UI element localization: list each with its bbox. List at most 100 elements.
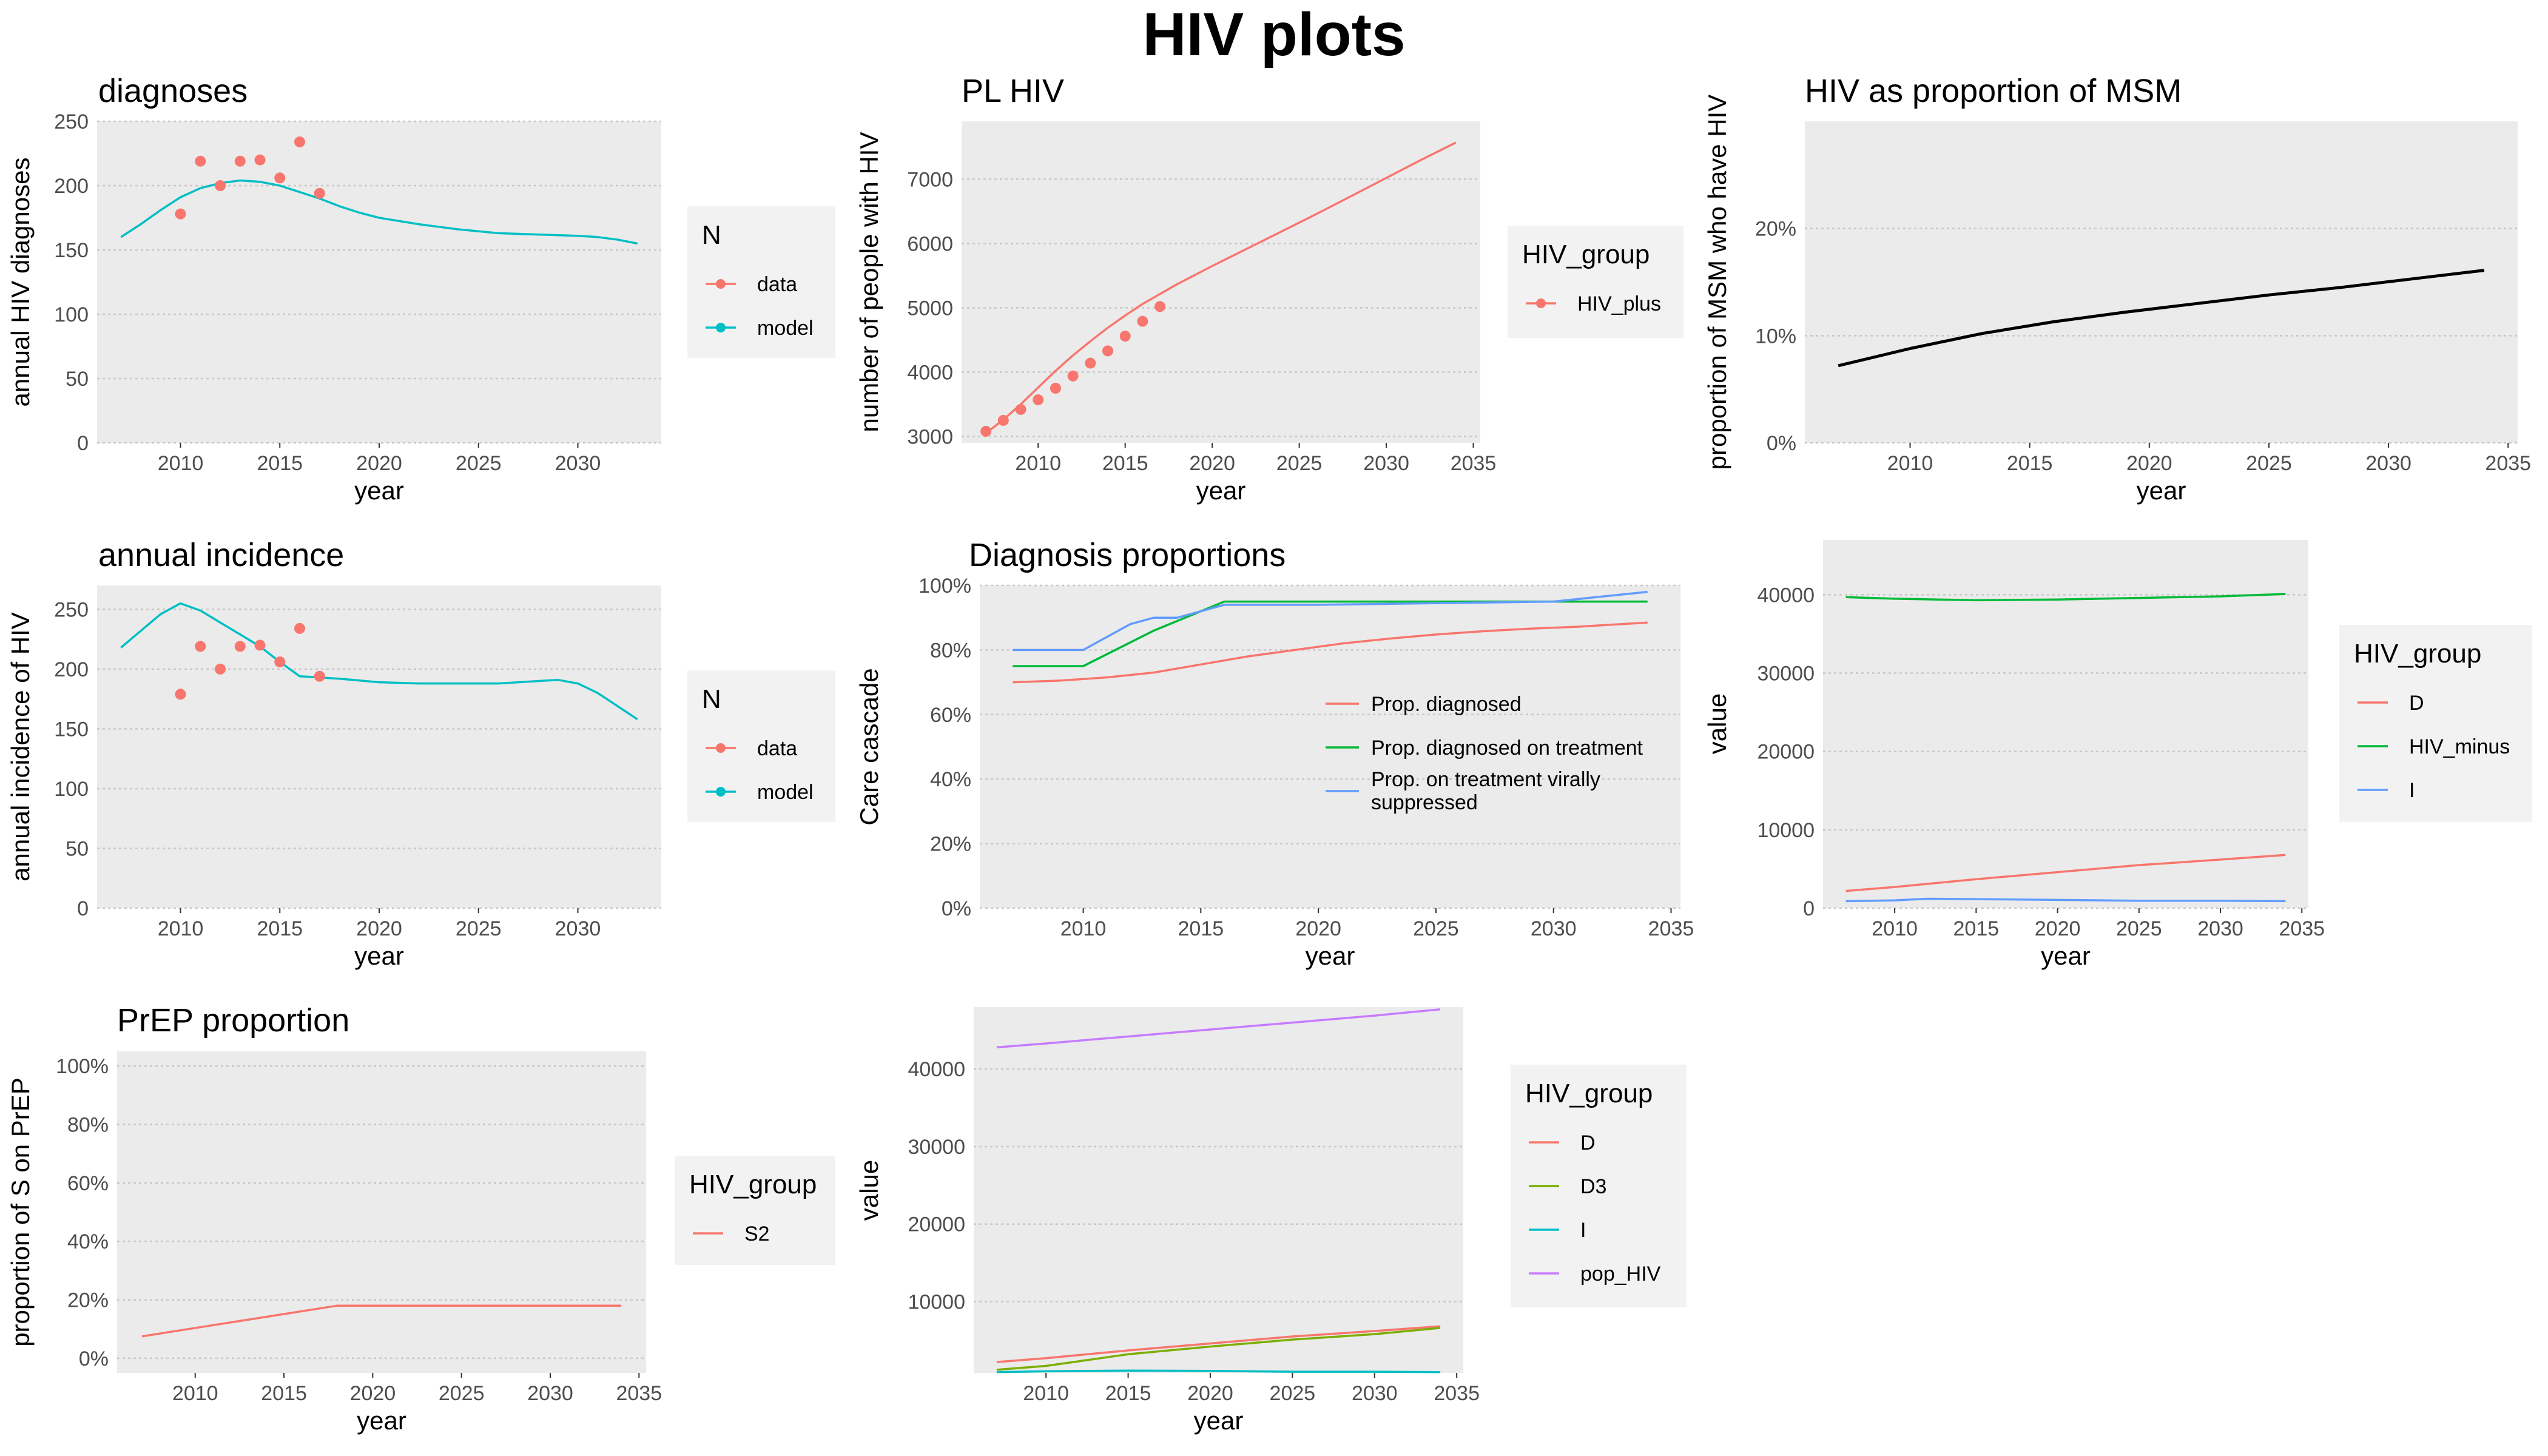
y-tick-label: 30000: [1757, 662, 1815, 686]
x-tick-label: 2010: [158, 452, 204, 475]
data-point: [175, 689, 186, 700]
data-point: [1067, 370, 1079, 382]
y-tick-label: 250: [54, 110, 89, 133]
data-point: [254, 154, 266, 166]
x-tick-label: 2010: [1023, 1382, 1069, 1405]
chart-title: PL HIV: [962, 73, 1064, 109]
y-tick-label: 40000: [908, 1058, 965, 1081]
y-tick-label: 0%: [942, 897, 971, 920]
y-tick-label: 20%: [1755, 218, 1796, 241]
chart-pl_hiv: 3000 4000 5000 6000 7000 2010 2015 2020 2025 2030…: [855, 73, 1684, 505]
y-tick-label: 60%: [930, 704, 971, 727]
y-tick-label: 10%: [1755, 325, 1796, 348]
plot-panel: [97, 585, 661, 908]
data-point: [195, 155, 206, 167]
x-tick-label: 2015: [257, 917, 303, 940]
x-tick-label: 2020: [1295, 917, 1341, 940]
plot-panel: [1805, 121, 2518, 443]
legend: HIV_group S2: [675, 1156, 835, 1265]
legend-label: model: [757, 781, 814, 804]
legend-key-point: [1536, 298, 1546, 308]
x-tick-label: 2025: [456, 452, 502, 475]
series-line: [1013, 590, 1648, 652]
y-tick-label: 100%: [56, 1055, 109, 1078]
series-line: [1013, 621, 1648, 684]
x-tick-label: 2030: [2365, 452, 2412, 475]
y-tick-label: 20%: [930, 833, 971, 856]
data-point: [175, 208, 186, 220]
chart-groups_d_hivminus_i: 0 10000 20000 30000 40000 2010 2015 2020 2025 203…: [1703, 540, 2532, 970]
data-point: [980, 425, 992, 437]
x-tick-label: 2025: [2246, 452, 2292, 475]
legend: HIV_group D HIV_minus I: [2339, 625, 2532, 822]
plot-panel: [117, 1051, 646, 1373]
x-tick-label: 2010: [1872, 917, 1918, 940]
x-tick-label: 2015: [261, 1382, 307, 1405]
y-axis-title: proportion of MSM who have HIV: [1703, 95, 1731, 470]
legend-label: pop_HIV: [1580, 1262, 1661, 1286]
y-tick-label: 4000: [907, 361, 953, 384]
data-point: [254, 639, 266, 651]
y-tick-label: 80%: [930, 639, 971, 662]
chart-title: PrEP proportion: [117, 1002, 349, 1039]
legend-box: [687, 206, 835, 358]
chart-annual_incidence: 0 50 100 150 200 250 2010 2015 2020 2025 2030 year a…: [6, 537, 835, 970]
legend-key-point: [716, 743, 726, 753]
x-tick-label: 2030: [2197, 917, 2243, 940]
x-axis-title: year: [2041, 942, 2091, 970]
x-tick-label: 2015: [1105, 1382, 1151, 1405]
series-line: [1838, 269, 2485, 368]
x-tick-label: 2010: [1887, 452, 1933, 475]
page-title: HIV plots: [1142, 1, 1406, 69]
y-tick-label: 150: [54, 718, 89, 741]
x-tick-label: 2035: [616, 1382, 662, 1405]
y-tick-label: 30000: [908, 1136, 965, 1159]
data-point: [314, 670, 325, 682]
data-point: [274, 172, 286, 184]
legend-label: D3: [1580, 1175, 1606, 1198]
legend-box: [687, 670, 835, 822]
data-point: [1033, 394, 1044, 405]
data-point: [1050, 382, 1061, 394]
data-point: [215, 180, 226, 191]
x-tick-label: 2025: [439, 1382, 485, 1405]
legend-label: D: [2409, 692, 2424, 715]
legend-title: HIV_group: [1525, 1079, 1653, 1108]
y-tick-label: 100%: [918, 575, 971, 598]
x-tick-label: 2020: [2035, 917, 2081, 940]
x-tick-label: 2030: [1352, 1382, 1398, 1405]
legend-label: I: [1580, 1219, 1586, 1242]
y-tick-label: 0%: [79, 1347, 109, 1370]
x-tick-label: 2015: [1102, 452, 1148, 475]
x-axis-title: year: [1196, 476, 1246, 505]
data-point: [274, 656, 286, 668]
chart-diagnosis_proportions: 0% 20% 40% 60% 80% 100% 2010 2015 2020 2025 2030 20…: [855, 537, 1694, 970]
legend-box: [675, 1156, 835, 1265]
legend-label: I: [2409, 779, 2415, 802]
plot-panel: [97, 121, 661, 443]
y-tick-label: 60%: [67, 1172, 109, 1195]
y-tick-label: 40%: [930, 768, 971, 791]
y-tick-label: 20%: [67, 1289, 109, 1312]
y-tick-label: 250: [54, 598, 89, 621]
data-point: [997, 414, 1009, 426]
x-axis-title: year: [1194, 1406, 1244, 1435]
x-tick-label: 2030: [527, 1382, 573, 1405]
x-tick-label: 2030: [1363, 452, 1409, 475]
x-tick-label: 2035: [1434, 1382, 1480, 1405]
x-tick-label: 2035: [1451, 452, 1497, 475]
data-point: [1119, 331, 1131, 342]
x-tick-label: 2020: [1187, 1382, 1233, 1405]
x-tick-label: 2020: [356, 452, 402, 475]
x-axis-title: year: [354, 476, 404, 505]
series-line: [985, 141, 1457, 434]
data-point: [1154, 301, 1166, 312]
y-axis-title: number of people with HIV: [855, 132, 883, 433]
y-tick-label: 50: [66, 368, 89, 391]
y-axis-title: annual incidence of HIV: [6, 612, 35, 881]
series-line: [141, 1304, 621, 1338]
data-point: [294, 136, 306, 147]
chart-title: annual incidence: [98, 537, 344, 573]
y-tick-label: 200: [54, 175, 89, 198]
